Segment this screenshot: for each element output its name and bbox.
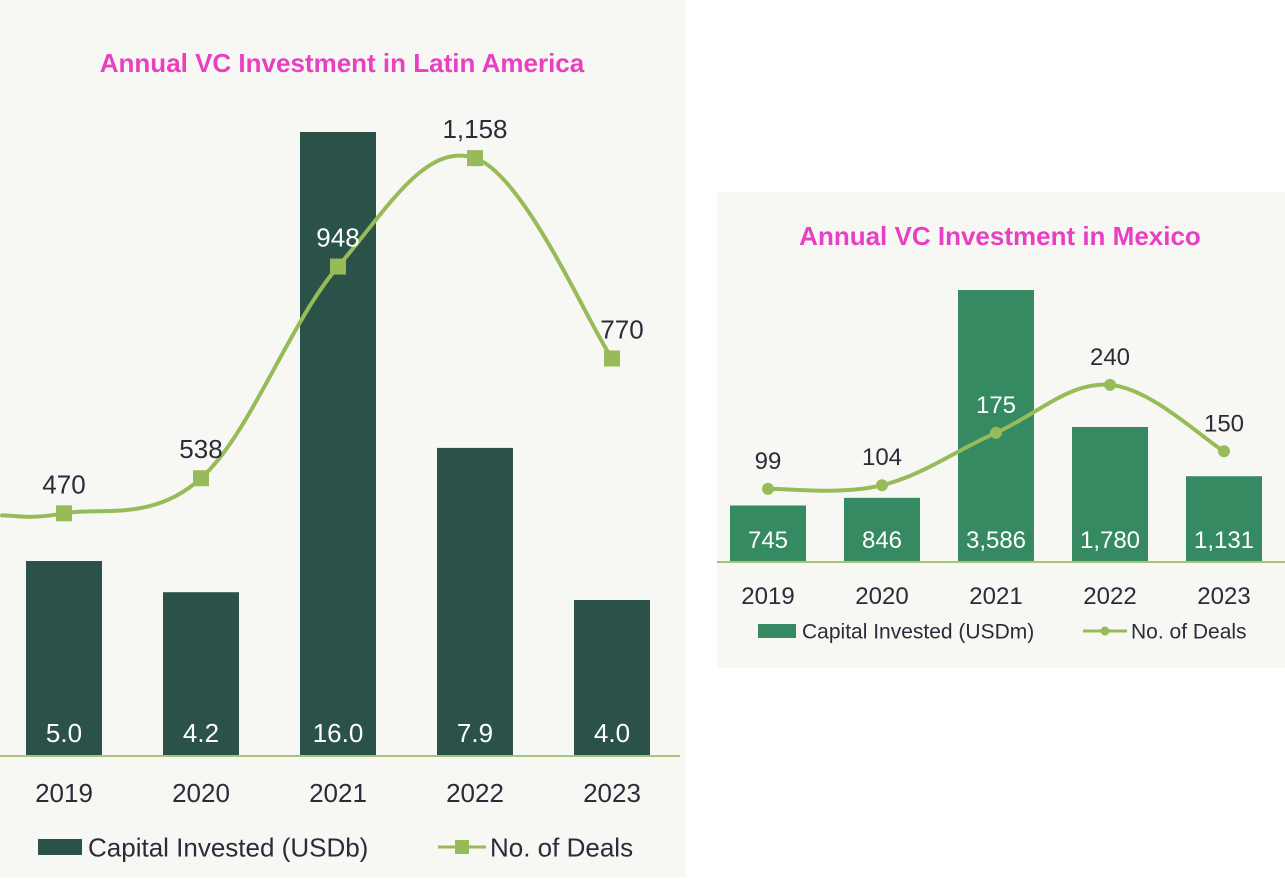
category-label-2020: 2020	[855, 583, 908, 610]
bar-2023	[1186, 476, 1262, 562]
bar-value-label-2020: 846	[862, 527, 902, 554]
mexico-chart: Annual VC Investment in Mexico 745 2019 846…	[717, 221, 1285, 644]
deals-marker-2020	[193, 470, 209, 487]
deals-value-label-2023: 770	[600, 314, 643, 344]
deals-marker-2023	[604, 350, 620, 367]
bar-2019	[730, 505, 806, 562]
deals-marker-2021	[990, 426, 1002, 439]
chart-title: Annual VC Investment in Latin America	[100, 48, 585, 78]
bar-value-label-2023: 1,131	[1194, 527, 1254, 554]
category-label-2019: 2019	[741, 583, 794, 610]
legend-line-label: No. of Deals	[1131, 621, 1247, 644]
latam-chart-panel: Annual VC Investment in Latin America 5.0…	[0, 0, 686, 877]
legend-line-marker	[1100, 626, 1110, 636]
bar-2022	[1072, 426, 1148, 562]
category-label-2020: 2020	[172, 778, 230, 808]
category-label-2022: 2022	[1083, 583, 1136, 610]
bar-value-label-2022: 1,780	[1080, 527, 1140, 554]
legend-bar-swatch	[38, 839, 82, 855]
bar-value-label-2019: 745	[748, 527, 788, 554]
category-label-2021: 2021	[309, 778, 367, 808]
deals-line	[0, 153, 614, 519]
deals-marker-2022	[1104, 378, 1116, 391]
deals-marker-2021	[330, 258, 346, 275]
deals-value-label-2019: 99	[755, 448, 782, 475]
latam-chart: Annual VC Investment in Latin America 5.0…	[0, 48, 680, 862]
legend-bar-swatch	[758, 624, 796, 638]
deals-value-label-2019: 470	[42, 469, 85, 499]
deals-value-label-2021: 948	[316, 223, 359, 253]
legend-bar-label: Capital Invested (USDb)	[88, 832, 368, 862]
bar-2022	[437, 447, 513, 756]
legend-line-marker	[455, 840, 469, 854]
deals-value-label-2020: 538	[179, 434, 222, 464]
legend-line-label: No. of Deals	[490, 832, 633, 862]
deals-value-label-2021: 175	[976, 392, 1016, 419]
deals-value-label-2020: 104	[862, 444, 902, 471]
deals-marker-2022	[467, 150, 483, 167]
category-label-2019: 2019	[35, 778, 93, 808]
deals-marker-2019	[56, 505, 72, 522]
bar-value-label-2021: 16.0	[313, 718, 364, 748]
bar-2021	[958, 290, 1034, 562]
bar-value-label-2021: 3,586	[966, 527, 1026, 554]
category-label-2022: 2022	[446, 778, 504, 808]
chart-title: Annual VC Investment in Mexico	[799, 221, 1201, 251]
deals-value-label-2022: 1,158	[442, 114, 507, 144]
bar-value-label-2023: 4.0	[594, 718, 630, 748]
bar-value-label-2022: 7.9	[457, 718, 493, 748]
bar-value-label-2019: 5.0	[46, 718, 82, 748]
bar-2019	[26, 561, 102, 756]
category-label-2023: 2023	[1197, 583, 1250, 610]
legend-bar-label: Capital Invested (USDm)	[802, 621, 1034, 644]
bar-2020	[844, 497, 920, 562]
deals-marker-2020	[876, 479, 888, 492]
bar-2020	[163, 592, 239, 756]
bar-2023	[574, 600, 650, 756]
category-label-2023: 2023	[583, 778, 641, 808]
deals-marker-2023	[1218, 445, 1230, 458]
category-label-2021: 2021	[969, 583, 1022, 610]
deals-marker-2019	[762, 482, 774, 495]
mexico-chart-panel: Annual VC Investment in Mexico 745 2019 846…	[717, 192, 1285, 668]
deals-value-label-2022: 240	[1090, 344, 1130, 371]
bar-value-label-2020: 4.2	[183, 718, 219, 748]
deals-value-label-2023: 150	[1204, 410, 1244, 437]
